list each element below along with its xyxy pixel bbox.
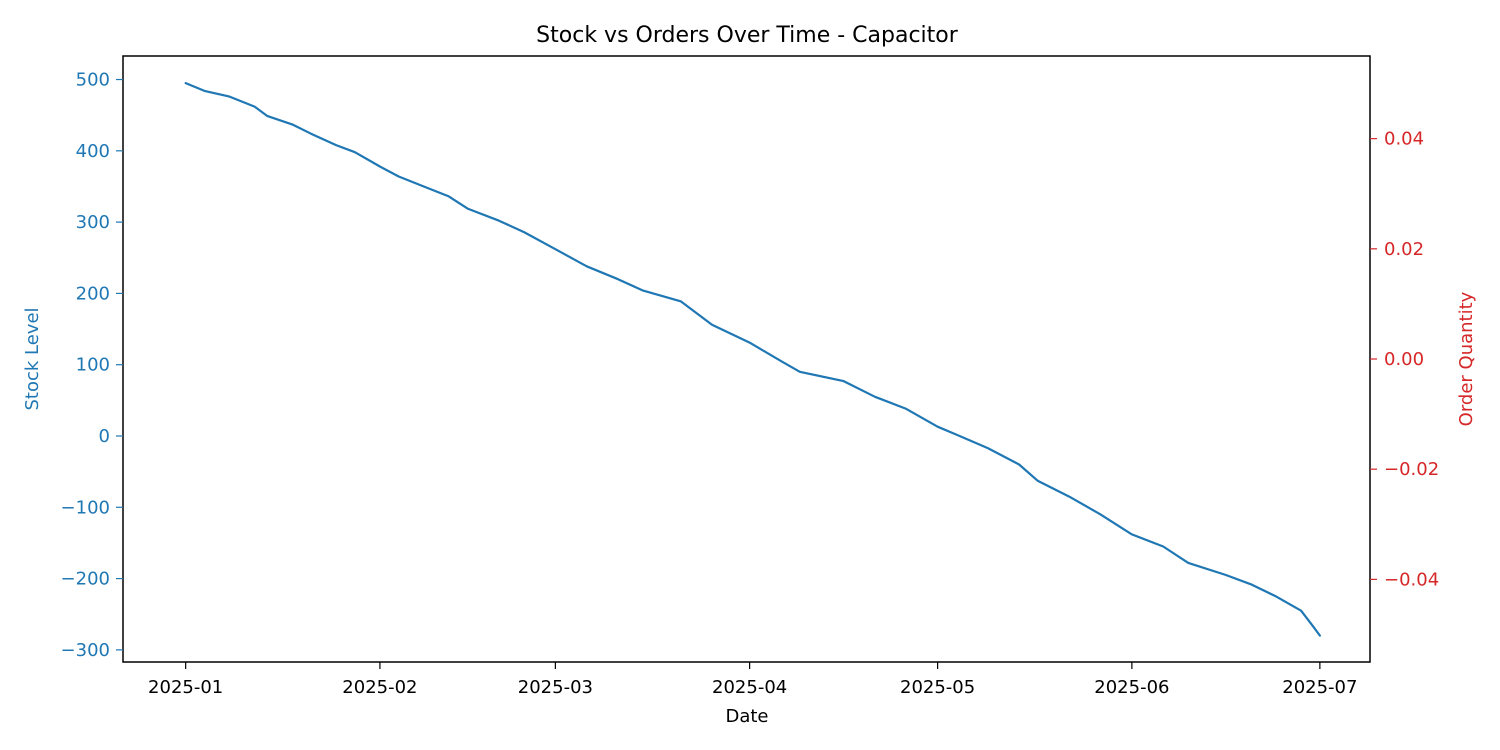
x-tick-label: 2025-06 xyxy=(1094,677,1169,698)
x-tick-label: 2025-05 xyxy=(900,677,975,698)
chart-title: Stock vs Orders Over Time - Capacitor xyxy=(536,23,959,48)
y2-tick-label: −0.02 xyxy=(1384,459,1439,480)
y-tick-label: 300 xyxy=(76,212,110,233)
y2-tick-label: 0.00 xyxy=(1384,349,1424,370)
x-tick-label: 2025-04 xyxy=(712,677,787,698)
y-tick-label: −300 xyxy=(61,640,110,661)
y-tick-label: 400 xyxy=(76,141,110,162)
marks-layer: 2025-01 2025-02 2025-03 2025-04 2025-05 2025-… xyxy=(61,70,1440,698)
x-tick-label: 2025-01 xyxy=(148,677,223,698)
y-tick-label: 100 xyxy=(76,355,110,376)
y-tick-label: −100 xyxy=(61,497,110,518)
y-tick-label: 0 xyxy=(99,426,110,447)
y-tick-label: −200 xyxy=(61,569,110,590)
plot-area xyxy=(122,55,1371,663)
x-tick-label: 2025-07 xyxy=(1282,677,1357,698)
y-tick-label: 500 xyxy=(76,70,110,91)
y2-tick-label: −0.04 xyxy=(1384,569,1439,590)
y2-axis-title: Order Quantity xyxy=(1456,291,1477,426)
y-tick-label: 200 xyxy=(76,283,110,304)
x-tick-label: 2025-02 xyxy=(342,677,417,698)
y2-tick-label: 0.04 xyxy=(1384,129,1424,150)
y2-tick-label: 0.02 xyxy=(1384,239,1424,260)
x-axis-title: Date xyxy=(725,706,768,727)
y-axis-title: Stock Level xyxy=(22,307,43,410)
series-line-stock-level xyxy=(184,82,1321,637)
x-tick-label: 2025-03 xyxy=(518,677,593,698)
